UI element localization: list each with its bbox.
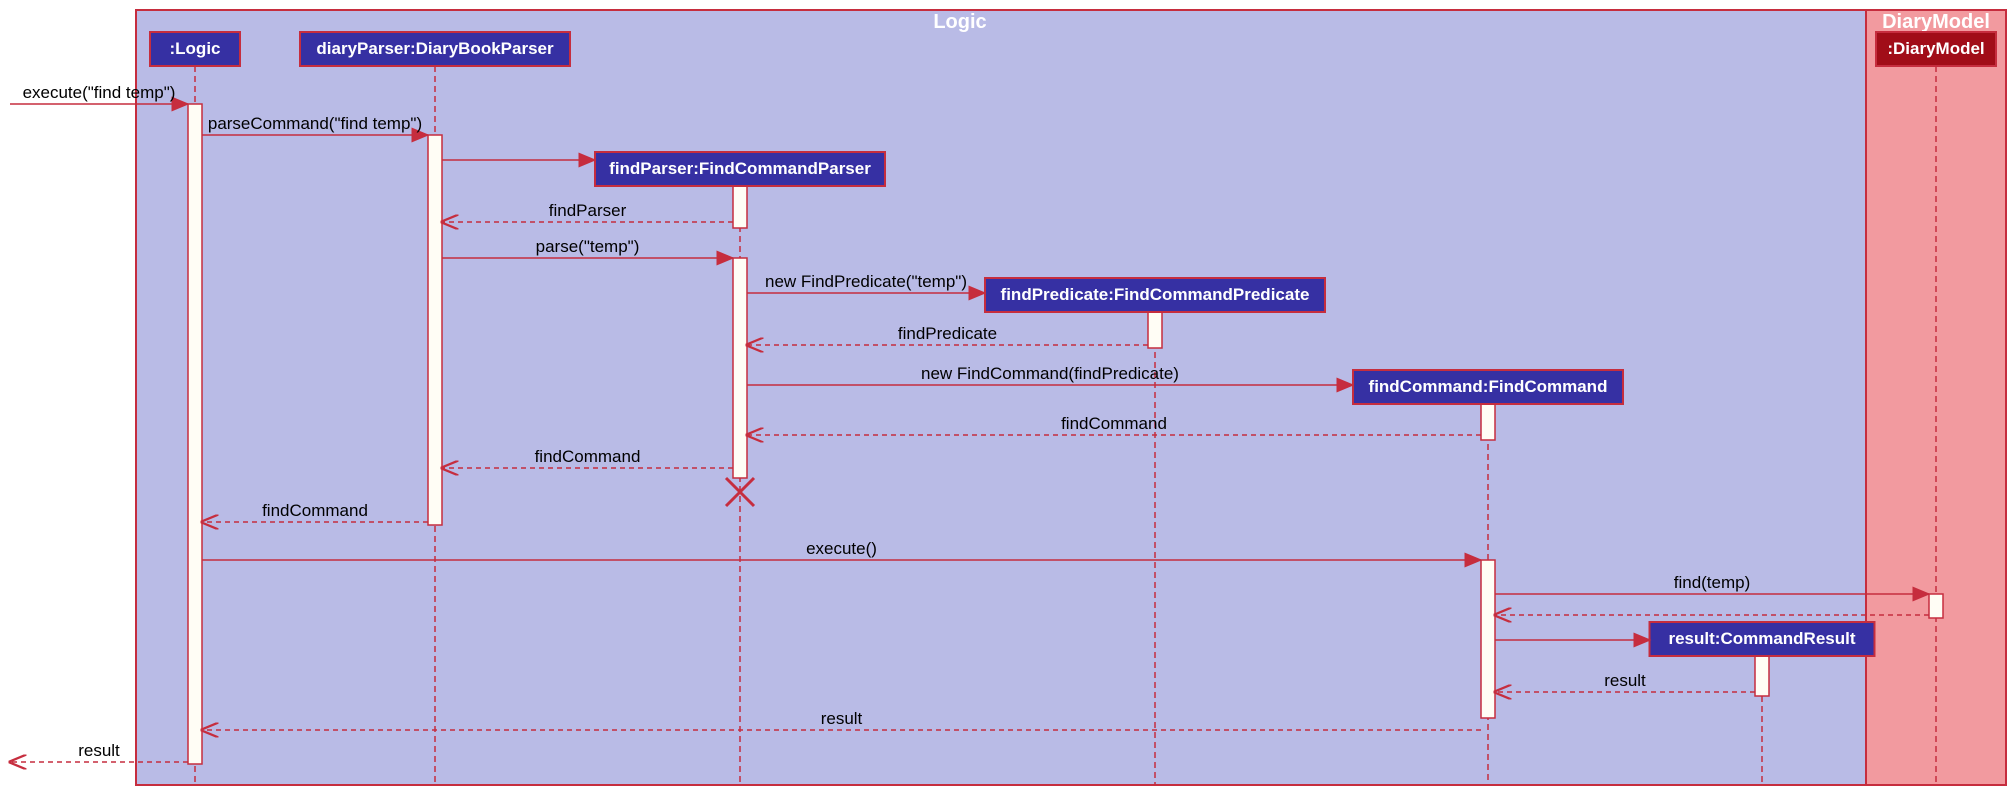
activation-logic xyxy=(188,104,202,764)
model-frame-label: DiaryModel xyxy=(1882,11,1990,33)
message-label: findCommand xyxy=(262,501,368,520)
sequence-diagram: Logic DiaryModel :Logic diaryParser:DiaryBo… xyxy=(0,0,2016,795)
activation-diaryParser xyxy=(428,135,442,525)
activation-findParser xyxy=(733,258,747,478)
message-label: parseCommand("find temp") xyxy=(208,114,422,133)
message-label: execute() xyxy=(806,539,877,558)
message-label: findPredicate xyxy=(898,324,997,343)
message-label: findCommand xyxy=(535,447,641,466)
participant-result-label: result:CommandResult xyxy=(1668,629,1855,648)
message-label: findCommand xyxy=(1061,414,1167,433)
message-label: new FindCommand(findPredicate) xyxy=(921,364,1179,383)
participant-findParser-label: findParser:FindCommandParser xyxy=(609,159,871,178)
message-label: findParser xyxy=(549,201,627,220)
activation-findCmd xyxy=(1481,404,1495,440)
activation-findParser xyxy=(733,186,747,228)
participant-diaryModel-label: :DiaryModel xyxy=(1887,39,1984,58)
message-label: new FindPredicate("temp") xyxy=(765,272,967,291)
message-label: find(temp) xyxy=(1674,573,1751,592)
message-label: result xyxy=(78,741,120,760)
participant-diaryParser-label: diaryParser:DiaryBookParser xyxy=(316,39,554,58)
message-label: result xyxy=(1604,671,1646,690)
activation-findPred xyxy=(1148,312,1162,348)
message-label: parse("temp") xyxy=(536,237,640,256)
participant-findCmd-label: findCommand:FindCommand xyxy=(1369,377,1608,396)
message-label: execute("find temp") xyxy=(23,83,176,102)
logic-frame-label: Logic xyxy=(933,11,986,33)
activation-findCmd xyxy=(1481,560,1495,718)
participant-findPred-label: findPredicate:FindCommandPredicate xyxy=(1001,285,1310,304)
message-label: result xyxy=(821,709,863,728)
activation-result xyxy=(1755,656,1769,696)
activation-diaryModel xyxy=(1929,594,1943,618)
participant-logic-label: :Logic xyxy=(170,39,221,58)
